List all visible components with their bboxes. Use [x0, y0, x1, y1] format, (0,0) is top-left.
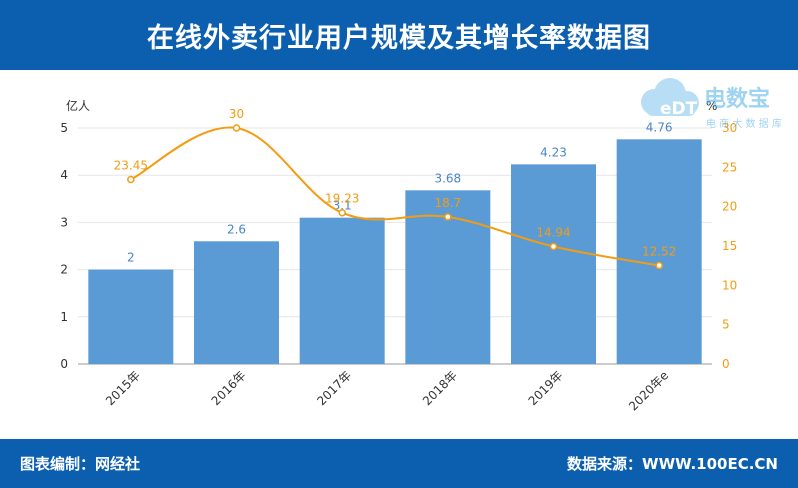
chart-author: 图表编制：网经社: [20, 455, 141, 473]
y-left-tick-label: 4: [60, 168, 68, 182]
bar-value-label: 3.1: [333, 199, 352, 213]
bar: [511, 164, 596, 364]
y-right-tick-label: 15: [722, 239, 737, 253]
x-tick-label: 2015年: [103, 368, 143, 408]
line-point: [338, 208, 346, 217]
y-left-tick-label: 0: [60, 357, 68, 371]
growth-rate-line: [130, 126, 660, 267]
y-right-tick-label: 10: [722, 278, 737, 292]
y-right-tick-label: 20: [722, 200, 737, 214]
y-right-axis-label: %: [706, 99, 717, 113]
line-point: [444, 213, 452, 221]
footer-bar: 图表编制：网经社 数据来源：WWW.100EC.CN: [0, 439, 798, 488]
y-right-tick-label: 5: [722, 318, 730, 332]
y-right-tick-label: 30: [722, 121, 737, 135]
data-source: 数据来源：WWW.100EC.CN: [567, 455, 778, 473]
svg-text:eDT: eDT: [660, 99, 698, 119]
line-value-label: 23.45: [114, 159, 148, 173]
y-left-tick-label: 3: [60, 215, 68, 229]
y-right-tick-label: 0: [722, 357, 730, 371]
edt-logo-watermark: eDT 电数宝 电 商 大 数 据 库: [641, 78, 782, 130]
line-value-label: 18.7: [434, 196, 461, 210]
title-bar: 在线外卖行业用户规模及其增长率数据图: [0, 0, 798, 70]
y-right-tick-label: 25: [722, 160, 737, 174]
line-point: [127, 175, 135, 184]
bar-value-label: 3.68: [434, 171, 461, 185]
page-title: 在线外卖行业用户规模及其增长率数据图: [147, 22, 651, 54]
line-value-label: 14.94: [536, 225, 570, 239]
bar-value-label: 4.76: [646, 120, 673, 134]
y-left-tick-label: 5: [60, 121, 68, 135]
x-tick-label: 2019年: [526, 368, 566, 408]
line-value-label: 30: [229, 107, 244, 121]
line-value-label: 12.52: [642, 245, 676, 259]
line-point: [232, 124, 241, 132]
x-tick-label: 2016年: [209, 368, 249, 408]
x-tick-label: 2017年: [314, 368, 354, 408]
bar: [194, 241, 279, 364]
bar: [299, 217, 385, 364]
y-left-tick-label: 1: [60, 310, 68, 324]
x-tick-label: 2018年: [420, 368, 460, 408]
y-left-axis-label: 亿人: [66, 98, 90, 113]
bar: [88, 269, 174, 364]
line-point: [549, 242, 558, 251]
svg-text:电数宝: 电数宝: [704, 86, 770, 112]
x-tick-label: 2020年e: [626, 368, 671, 413]
svg-text:电 商 大 数 据 库: 电 商 大 数 据 库: [706, 117, 782, 130]
y-left-tick-label: 2: [60, 263, 68, 277]
bar: [616, 139, 702, 364]
chart-area: 0 1 2 3 4 5 0 5 10 15 20 25 30 亿人% 2 2.6 3.1 3.68 4.23 4.76…: [0, 70, 798, 439]
bar-value-label: 4.23: [540, 145, 567, 159]
line-point: [655, 261, 663, 270]
combo-chart: 0 1 2 3 4 5 0 5 10 15 20 25 30 亿人 % 2 2.6 3.1 3.68 4.23 4.76…: [60, 98, 737, 413]
bar-value-label: 2: [127, 251, 135, 265]
bar-value-label: 2.6: [227, 222, 246, 236]
line-value-label: 19.23: [325, 192, 359, 206]
